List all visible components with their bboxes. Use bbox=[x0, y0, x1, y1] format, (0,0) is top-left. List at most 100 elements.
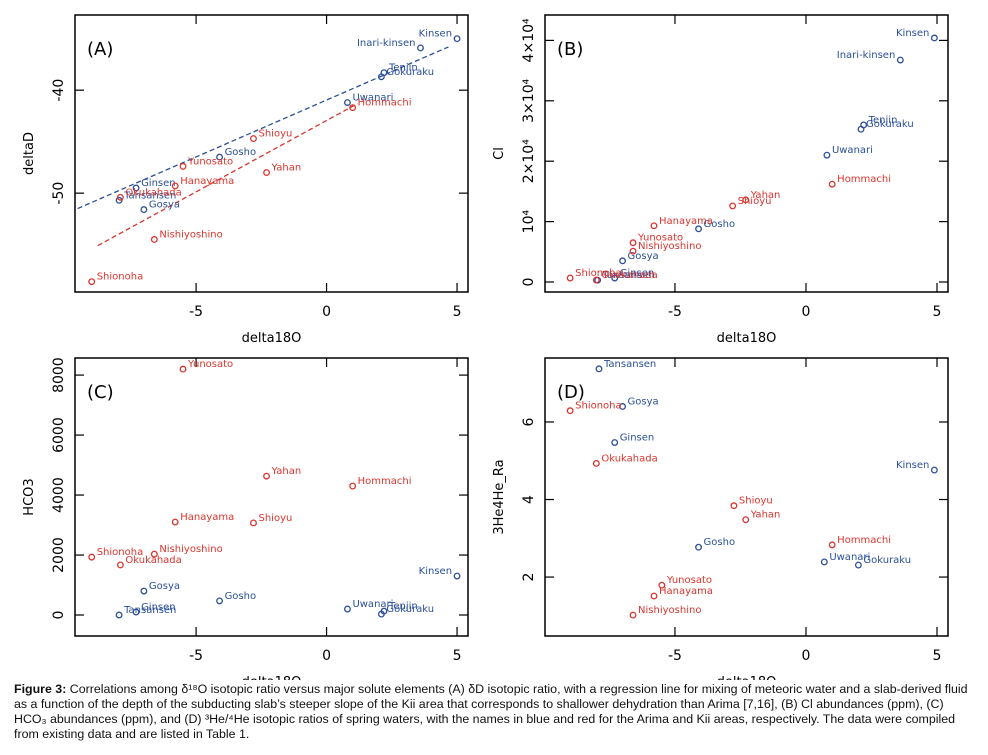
y-axis-label: 3He4He_Ra bbox=[492, 459, 507, 534]
point-label: Gosho bbox=[225, 591, 257, 602]
point bbox=[896, 56, 904, 64]
point-label: Tenjin bbox=[388, 63, 418, 74]
point bbox=[629, 611, 637, 619]
point-label: Shioyu bbox=[258, 129, 292, 140]
point-label: Kinsen bbox=[419, 29, 452, 40]
point-label: Tenjin bbox=[388, 601, 418, 612]
point-label: Ginsen bbox=[141, 602, 176, 613]
point bbox=[857, 125, 865, 133]
point-label: Gokuraku bbox=[863, 555, 911, 566]
y-tick-label: 2 bbox=[521, 573, 537, 582]
point bbox=[595, 365, 603, 373]
point-label: Yunosato bbox=[187, 359, 233, 370]
point-label: Yahan bbox=[271, 466, 302, 477]
point bbox=[179, 365, 187, 373]
y-tick-label: 3×10⁴ bbox=[521, 78, 537, 122]
y-axis-label: deltaD bbox=[22, 132, 37, 175]
point bbox=[742, 516, 750, 524]
y-tick-label: 6000 bbox=[51, 417, 67, 453]
point bbox=[132, 184, 140, 192]
point-label: Yahan bbox=[750, 190, 781, 201]
point-label: Uwanari bbox=[352, 93, 393, 104]
regression-line bbox=[97, 102, 358, 247]
point bbox=[650, 222, 658, 230]
y-tick-label: 8000 bbox=[51, 357, 67, 393]
point bbox=[619, 403, 627, 410]
point bbox=[343, 605, 351, 613]
point bbox=[250, 135, 257, 143]
x-tick-label: 5 bbox=[453, 304, 462, 320]
y-tick-label: 4000 bbox=[51, 477, 67, 513]
y-tick-label: 0 bbox=[51, 611, 67, 620]
point-label: Shionoha bbox=[97, 547, 144, 558]
point-label: Tansansen bbox=[602, 270, 655, 281]
point-label: Ginsen bbox=[141, 178, 176, 189]
point-label: Tansansen bbox=[123, 605, 176, 616]
point-label: Hanayama bbox=[659, 586, 713, 597]
x-tick-label: 0 bbox=[322, 304, 331, 320]
x-tick-label: 0 bbox=[322, 648, 331, 664]
plot-frame bbox=[74, 14, 469, 293]
point-label: Gosya bbox=[628, 396, 659, 407]
point-label: Okukahada bbox=[601, 453, 657, 464]
point-label: Nishiyoshino bbox=[159, 544, 222, 555]
panel-label: (D) bbox=[557, 382, 585, 403]
point-label: Hommachi bbox=[837, 535, 891, 546]
point bbox=[828, 180, 836, 188]
point bbox=[611, 274, 619, 282]
point-label: Gosya bbox=[149, 200, 180, 211]
y-tick-label: 4×10⁴ bbox=[521, 18, 537, 62]
point-label: Okukahada bbox=[601, 270, 657, 281]
x-axis-label: delta18O bbox=[717, 331, 777, 346]
point bbox=[592, 460, 600, 467]
x-tick-label: 0 bbox=[802, 304, 811, 320]
point bbox=[116, 193, 124, 201]
x-axis-label: delta18O bbox=[242, 675, 302, 680]
point-label: Gosho bbox=[704, 537, 736, 548]
point bbox=[650, 592, 658, 600]
point-label: Tansansen bbox=[603, 359, 656, 370]
caption-label: Figure 3: bbox=[14, 682, 67, 696]
point-label: Shioyu bbox=[739, 496, 773, 507]
point-label: Gosya bbox=[149, 581, 180, 592]
point bbox=[140, 587, 148, 595]
point-label: Shioyu bbox=[738, 196, 772, 207]
point bbox=[349, 482, 357, 490]
plot-frame bbox=[74, 357, 469, 637]
point-label: Shioyu bbox=[258, 513, 292, 524]
point-label: Inari-kinsen bbox=[357, 38, 416, 49]
point bbox=[115, 611, 123, 619]
point bbox=[611, 439, 619, 446]
point-label: Shionoha bbox=[575, 268, 622, 279]
point-label: Hanayama bbox=[659, 216, 713, 227]
x-tick-label: 5 bbox=[933, 648, 942, 664]
point bbox=[730, 502, 738, 510]
y-axis-label: HCO3 bbox=[22, 478, 37, 515]
point bbox=[88, 553, 96, 561]
point bbox=[658, 581, 666, 589]
point-label: Shionoha bbox=[575, 401, 622, 412]
point bbox=[263, 472, 270, 480]
point-label: Yahan bbox=[750, 510, 781, 521]
y-tick-label: 0 bbox=[521, 278, 537, 287]
x-tick-label: -5 bbox=[668, 304, 682, 320]
point-label: Yunosato bbox=[666, 575, 712, 586]
y-tick-label: 6 bbox=[521, 417, 537, 426]
point bbox=[629, 239, 637, 247]
point-label: Kinsen bbox=[896, 28, 929, 39]
figure: (A)-5 0 5-50-40delta18OdeltaDKinsenInari-k… bbox=[22, 14, 949, 680]
point-label: Tansansen bbox=[123, 190, 176, 201]
point bbox=[854, 561, 862, 569]
point-label: Gokuraku bbox=[866, 119, 914, 130]
point bbox=[453, 572, 461, 580]
point-label: Gosho bbox=[225, 147, 257, 158]
point bbox=[453, 35, 461, 43]
x-tick-label: -5 bbox=[668, 648, 682, 664]
x-tick-label: 5 bbox=[933, 304, 942, 320]
point-label: Hanayama bbox=[180, 176, 234, 187]
y-axis-label: Cl bbox=[492, 147, 507, 160]
point bbox=[216, 597, 224, 605]
point bbox=[116, 561, 124, 569]
point-label: Kinsen bbox=[896, 460, 929, 471]
point bbox=[132, 608, 140, 616]
